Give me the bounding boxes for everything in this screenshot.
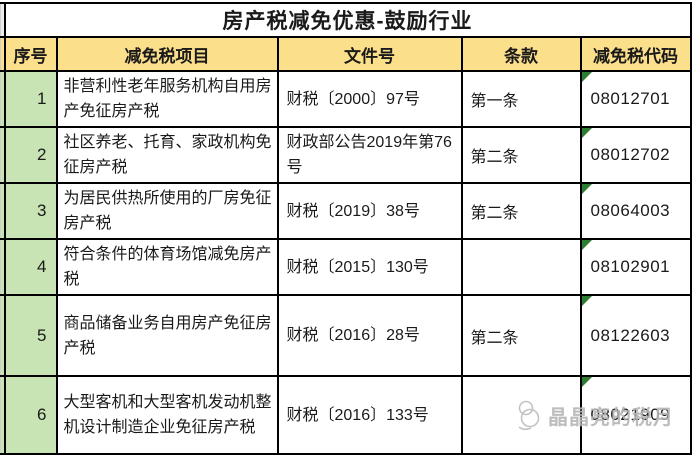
item-cell: 为居民供热所使用的厂房免征房产税 — [55, 182, 279, 240]
error-indicator-icon — [582, 129, 592, 138]
col-header-item: 减免税项目 — [55, 36, 279, 72]
left-edge-sliver — [0, 2, 6, 38]
code-cell: 08102901 — [579, 238, 692, 296]
left-edge-sliver — [0, 70, 6, 128]
code-cell: 08122603 — [579, 294, 692, 377]
col-header-doc: 文件号 — [276, 36, 463, 72]
item-cell: 符合条件的体育场馆减免房产税 — [55, 238, 279, 296]
code-value: 08122603 — [590, 325, 671, 345]
doc-cell: 财税〔2016〕28号 — [276, 294, 463, 377]
seq-cell: 3 — [3, 182, 58, 240]
code-value: 08012702 — [590, 145, 671, 164]
code-value: 08021909 — [590, 405, 671, 424]
item-cell: 商品储备业务自用房产免征房产税 — [55, 294, 279, 377]
table-row: 5 商品储备业务自用房产免征房产税 财税〔2016〕28号 第二条 081226… — [0, 294, 692, 377]
col-header-clause: 条款 — [460, 36, 582, 72]
clause-cell: 第二条 — [460, 294, 582, 377]
code-cell: 08064003 — [579, 182, 692, 240]
error-indicator-icon — [582, 241, 592, 250]
code-value: 08102901 — [590, 257, 671, 276]
col-header-code: 减免税代码 — [579, 36, 692, 72]
item-cell: 社区养老、托育、家政机构免征房产税 — [55, 126, 279, 184]
doc-cell: 财税〔2016〕133号 — [276, 375, 463, 455]
title-row: 房产税减免优惠-鼓励行业 — [0, 2, 692, 38]
error-indicator-icon — [582, 297, 592, 306]
doc-cell: 财政部公告2019年第76号 — [276, 126, 463, 184]
table-row: 3 为居民供热所使用的厂房免征房产税 财税〔2019〕38号 第二条 08064… — [0, 182, 692, 240]
seq-cell: 1 — [3, 70, 58, 128]
seq-cell: 6 — [3, 375, 58, 455]
table-row: 4 符合条件的体育场馆减免房产税 财税〔2015〕130号 08102901 — [0, 238, 692, 296]
left-edge-sliver — [0, 182, 6, 240]
error-indicator-icon — [582, 185, 592, 194]
seq-cell: 5 — [3, 294, 58, 377]
doc-cell: 财税〔2000〕97号 — [276, 70, 463, 128]
clause-cell: 第二条 — [460, 182, 582, 240]
left-edge-sliver — [0, 36, 6, 72]
clause-cell — [460, 375, 582, 455]
clause-cell: 第二条 — [460, 126, 582, 184]
doc-cell: 财税〔2015〕130号 — [276, 238, 463, 296]
clause-cell: 第一条 — [460, 70, 582, 128]
code-cell: 08021909 — [579, 375, 692, 455]
code-cell: 08012702 — [579, 126, 692, 184]
item-cell: 非营利性老年服务机构自用房产免征房产税 — [55, 70, 279, 128]
seq-cell: 4 — [3, 238, 58, 296]
header-row: 序号 减免税项目 文件号 条款 减免税代码 — [0, 36, 692, 72]
error-indicator-icon — [582, 378, 592, 387]
code-value: 08012701 — [590, 89, 671, 108]
code-cell: 08012701 — [579, 70, 692, 128]
error-indicator-icon — [582, 73, 592, 82]
code-value: 08064003 — [590, 201, 671, 220]
table-row: 2 社区养老、托育、家政机构免征房产税 财政部公告2019年第76号 第二条 0… — [0, 126, 692, 184]
clause-cell — [460, 238, 582, 296]
col-header-seq: 序号 — [3, 36, 58, 72]
item-cell: 大型客机和大型客机发动机整机设计制造企业免征房产税 — [55, 375, 279, 455]
seq-cell: 2 — [3, 126, 58, 184]
page-title: 房产税减免优惠-鼓励行业 — [3, 2, 692, 38]
left-edge-sliver — [0, 238, 6, 296]
table-row: 6 大型客机和大型客机发动机整机设计制造企业免征房产税 财税〔2016〕133号… — [0, 375, 692, 455]
left-edge-sliver — [0, 294, 6, 377]
doc-cell: 财税〔2019〕38号 — [276, 182, 463, 240]
left-edge-sliver — [0, 126, 6, 184]
table-row: 1 非营利性老年服务机构自用房产免征房产税 财税〔2000〕97号 第一条 08… — [0, 70, 692, 128]
